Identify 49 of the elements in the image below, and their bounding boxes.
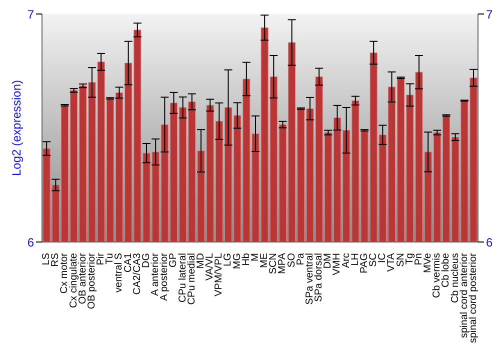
x-tick-label: LS: [41, 252, 52, 266]
x-tick-label: SPa ventral: [304, 253, 316, 305]
x-tick-label: ventral S: [114, 252, 125, 292]
x-tick-label: IC: [377, 253, 388, 263]
x-tick-label: Hb: [240, 252, 252, 266]
x-tick-label: RS: [50, 252, 62, 267]
x-tick-label: Cb lobe: [440, 252, 452, 288]
x-tick-label: SO: [286, 252, 298, 268]
x-tick-label: SPa dorsal: [314, 253, 325, 302]
x-tick-label: Tg: [404, 253, 416, 265]
x-tick-label: Arc: [340, 253, 352, 268]
x-tick-label: Tu: [104, 253, 116, 264]
x-tick-label: Cx cingulate: [68, 252, 80, 308]
x-tick-label: Pa: [295, 252, 306, 266]
x-tick-label: CA2/CA3: [132, 252, 143, 295]
x-tick-label: MVe: [422, 252, 434, 274]
x-tick-label: CPu lateral: [177, 253, 188, 302]
y-axis-title: Log2 (expression): [9, 80, 24, 176]
y2-tick-label: 6: [486, 235, 493, 250]
x-tick-label: Cb nucleus: [450, 253, 461, 304]
x-tick-label: CPu medial: [186, 253, 198, 305]
x-tick-label: A anterior: [150, 252, 162, 296]
x-tick-label: SC: [368, 253, 380, 267]
y2-tick-label: 7: [486, 7, 493, 22]
x-tick-label: Pir: [96, 252, 107, 266]
x-tick-label: MG: [232, 252, 243, 270]
x-tick-label: CA1: [122, 252, 134, 272]
x-tick-label: DM: [322, 253, 334, 269]
x-tick-label: DG: [140, 252, 152, 268]
x-tick-label: LG: [222, 252, 234, 266]
x-tick-label: VMH: [332, 253, 343, 276]
x-tick-label: M: [250, 253, 261, 262]
x-tick-label: OB anterior: [77, 252, 88, 304]
x-tick-label: MPA: [277, 252, 288, 274]
x-tick-label: spinal cord anterior: [458, 252, 470, 338]
x-tick-label: PAG: [358, 252, 370, 274]
x-tick-label: VTA: [386, 252, 398, 272]
x-tick-label: MD: [195, 253, 206, 269]
x-tick-label: spinal cord posterior: [468, 252, 479, 344]
x-tick-label: LH: [350, 253, 361, 266]
x-tick-label: OB posterior: [86, 252, 98, 310]
x-tick-label: SCN: [268, 253, 280, 274]
x-tick-label: Cx motor: [59, 252, 70, 294]
x-tick-label: A posterior: [159, 252, 170, 301]
x-tick-label: ME: [259, 252, 270, 268]
x-tick-label: SN: [395, 253, 406, 267]
x-tick-label: Pn: [413, 253, 424, 266]
x-tick-label: VPM/VPL: [214, 252, 225, 296]
x-tick-label: GP: [168, 252, 180, 268]
